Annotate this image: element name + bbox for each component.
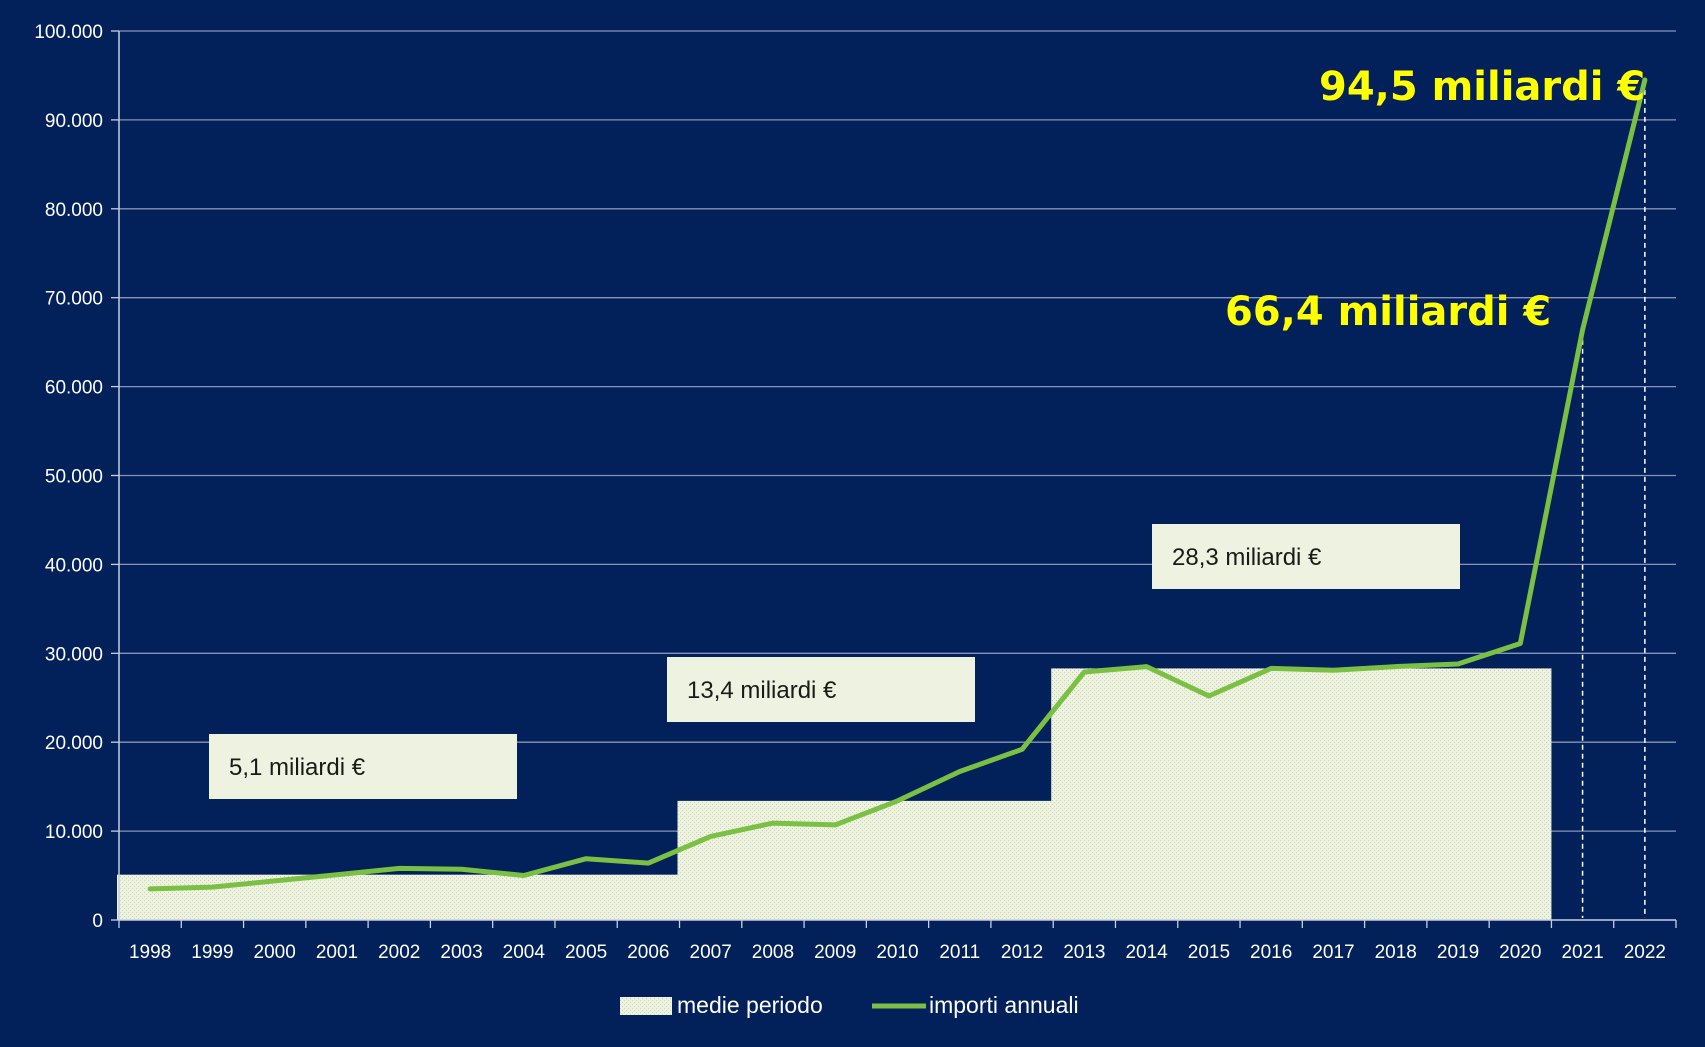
period-average-bar-1 — [117, 874, 680, 920]
data-point — [833, 823, 837, 827]
data-point — [273, 879, 277, 883]
x-tick-labels: 1998 1999 2000 2001 2002 2003 2004 2005 2006 2007… — [129, 942, 1666, 963]
x-tick-label: 2010 — [876, 942, 918, 963]
y-tick-label: 60.000 — [45, 378, 103, 399]
data-point — [646, 861, 650, 865]
y-tick-label: 100.000 — [34, 22, 103, 43]
period-label-text: 13,4 miliardi € — [687, 677, 837, 704]
x-tick-label: 2014 — [1125, 942, 1168, 963]
y-tick-label: 10.000 — [45, 822, 103, 843]
data-point — [1331, 668, 1335, 672]
highlight-dash-lines — [1581, 89, 1646, 918]
legend-label-medie-periodo: medie periodo — [677, 992, 823, 1018]
x-tick-label: 2004 — [503, 942, 546, 963]
x-tick-label: 2001 — [316, 942, 358, 963]
x-tick-label: 2005 — [565, 942, 607, 963]
data-point — [958, 770, 962, 774]
data-point — [709, 834, 713, 838]
data-point — [1082, 670, 1086, 674]
data-point — [148, 887, 152, 891]
legend-swatch-medie-periodo — [620, 997, 672, 1015]
y-tick-label: 30.000 — [45, 644, 103, 665]
x-tick-label: 2006 — [627, 942, 669, 963]
x-tick-label: 2008 — [752, 942, 794, 963]
x-tick-label: 2012 — [1001, 942, 1043, 963]
y-tick-label: 20.000 — [45, 733, 103, 754]
data-point — [896, 799, 899, 803]
period-label-box-1 — [209, 734, 517, 799]
data-point — [1207, 694, 1211, 698]
y-tick-label: 0 — [92, 911, 103, 932]
x-tick-label: 2020 — [1499, 942, 1541, 963]
y-tick-label: 40.000 — [45, 555, 103, 576]
data-point — [1269, 666, 1273, 670]
x-tick-label: 2000 — [254, 942, 296, 963]
axes — [111, 30, 1677, 928]
period-label-box-3 — [1152, 524, 1460, 589]
x-tick-label: 2018 — [1375, 942, 1417, 963]
legend: medie periodo importi annuali — [620, 992, 1079, 1018]
y-tick-label: 80.000 — [45, 200, 103, 221]
period-label-box-2 — [667, 657, 975, 722]
period-label-text: 28,3 miliardi € — [1172, 544, 1322, 571]
data-point — [1518, 642, 1522, 646]
data-point — [397, 866, 401, 870]
period-average-bar-3 — [1051, 668, 1552, 920]
data-point — [1145, 665, 1149, 669]
x-tick-label: 2015 — [1188, 942, 1230, 963]
x-tick-label: 2022 — [1624, 942, 1666, 963]
x-tick-label: 2009 — [814, 942, 856, 963]
data-point — [460, 867, 464, 871]
data-point — [584, 857, 588, 861]
y-tick-label: 90.000 — [45, 111, 103, 132]
x-tick-label: 1999 — [191, 942, 233, 963]
x-tick-label: 2017 — [1312, 942, 1354, 963]
highlight-label-2021: 66,4 miliardi € — [1225, 289, 1551, 335]
x-tick-label: 2002 — [378, 942, 420, 963]
x-tick-label: 2007 — [690, 942, 732, 963]
highlight-labels: 66,4 miliardi € 94,5 miliardi € — [1225, 64, 1645, 335]
y-tick-label: 70.000 — [45, 289, 103, 310]
period-average-bar-2 — [677, 800, 1054, 920]
x-tick-label: 2013 — [1063, 942, 1105, 963]
y-tick-label: 50.000 — [45, 467, 103, 488]
data-point — [771, 821, 775, 825]
data-point — [335, 873, 339, 877]
data-point — [522, 874, 526, 878]
data-point — [210, 885, 214, 889]
annual-amounts-line — [147, 77, 1648, 892]
y-tick-labels: 0 10.000 20.000 30.000 40.000 50.000 60.000 70.… — [34, 22, 103, 932]
x-tick-label: 1998 — [129, 942, 171, 963]
data-point — [1581, 328, 1585, 332]
legend-label-importi-annuali: importi annuali — [929, 992, 1079, 1018]
data-point — [1020, 747, 1024, 751]
period-label-boxes: 5,1 miliardi € 13,4 miliardi € 28,3 miliar… — [209, 524, 1460, 799]
data-point — [1643, 78, 1647, 82]
x-tick-label: 2011 — [939, 942, 980, 963]
data-point — [1456, 662, 1460, 666]
period-average-areas — [117, 668, 1552, 920]
period-label-text: 5,1 miliardi € — [229, 754, 366, 781]
x-tick-label: 2021 — [1561, 942, 1603, 963]
data-point — [1394, 665, 1398, 669]
x-tick-label: 2016 — [1250, 942, 1292, 963]
x-tick-label: 2003 — [440, 942, 482, 963]
x-tick-label: 2019 — [1437, 942, 1479, 963]
highlight-label-2022: 94,5 miliardi € — [1319, 64, 1645, 110]
